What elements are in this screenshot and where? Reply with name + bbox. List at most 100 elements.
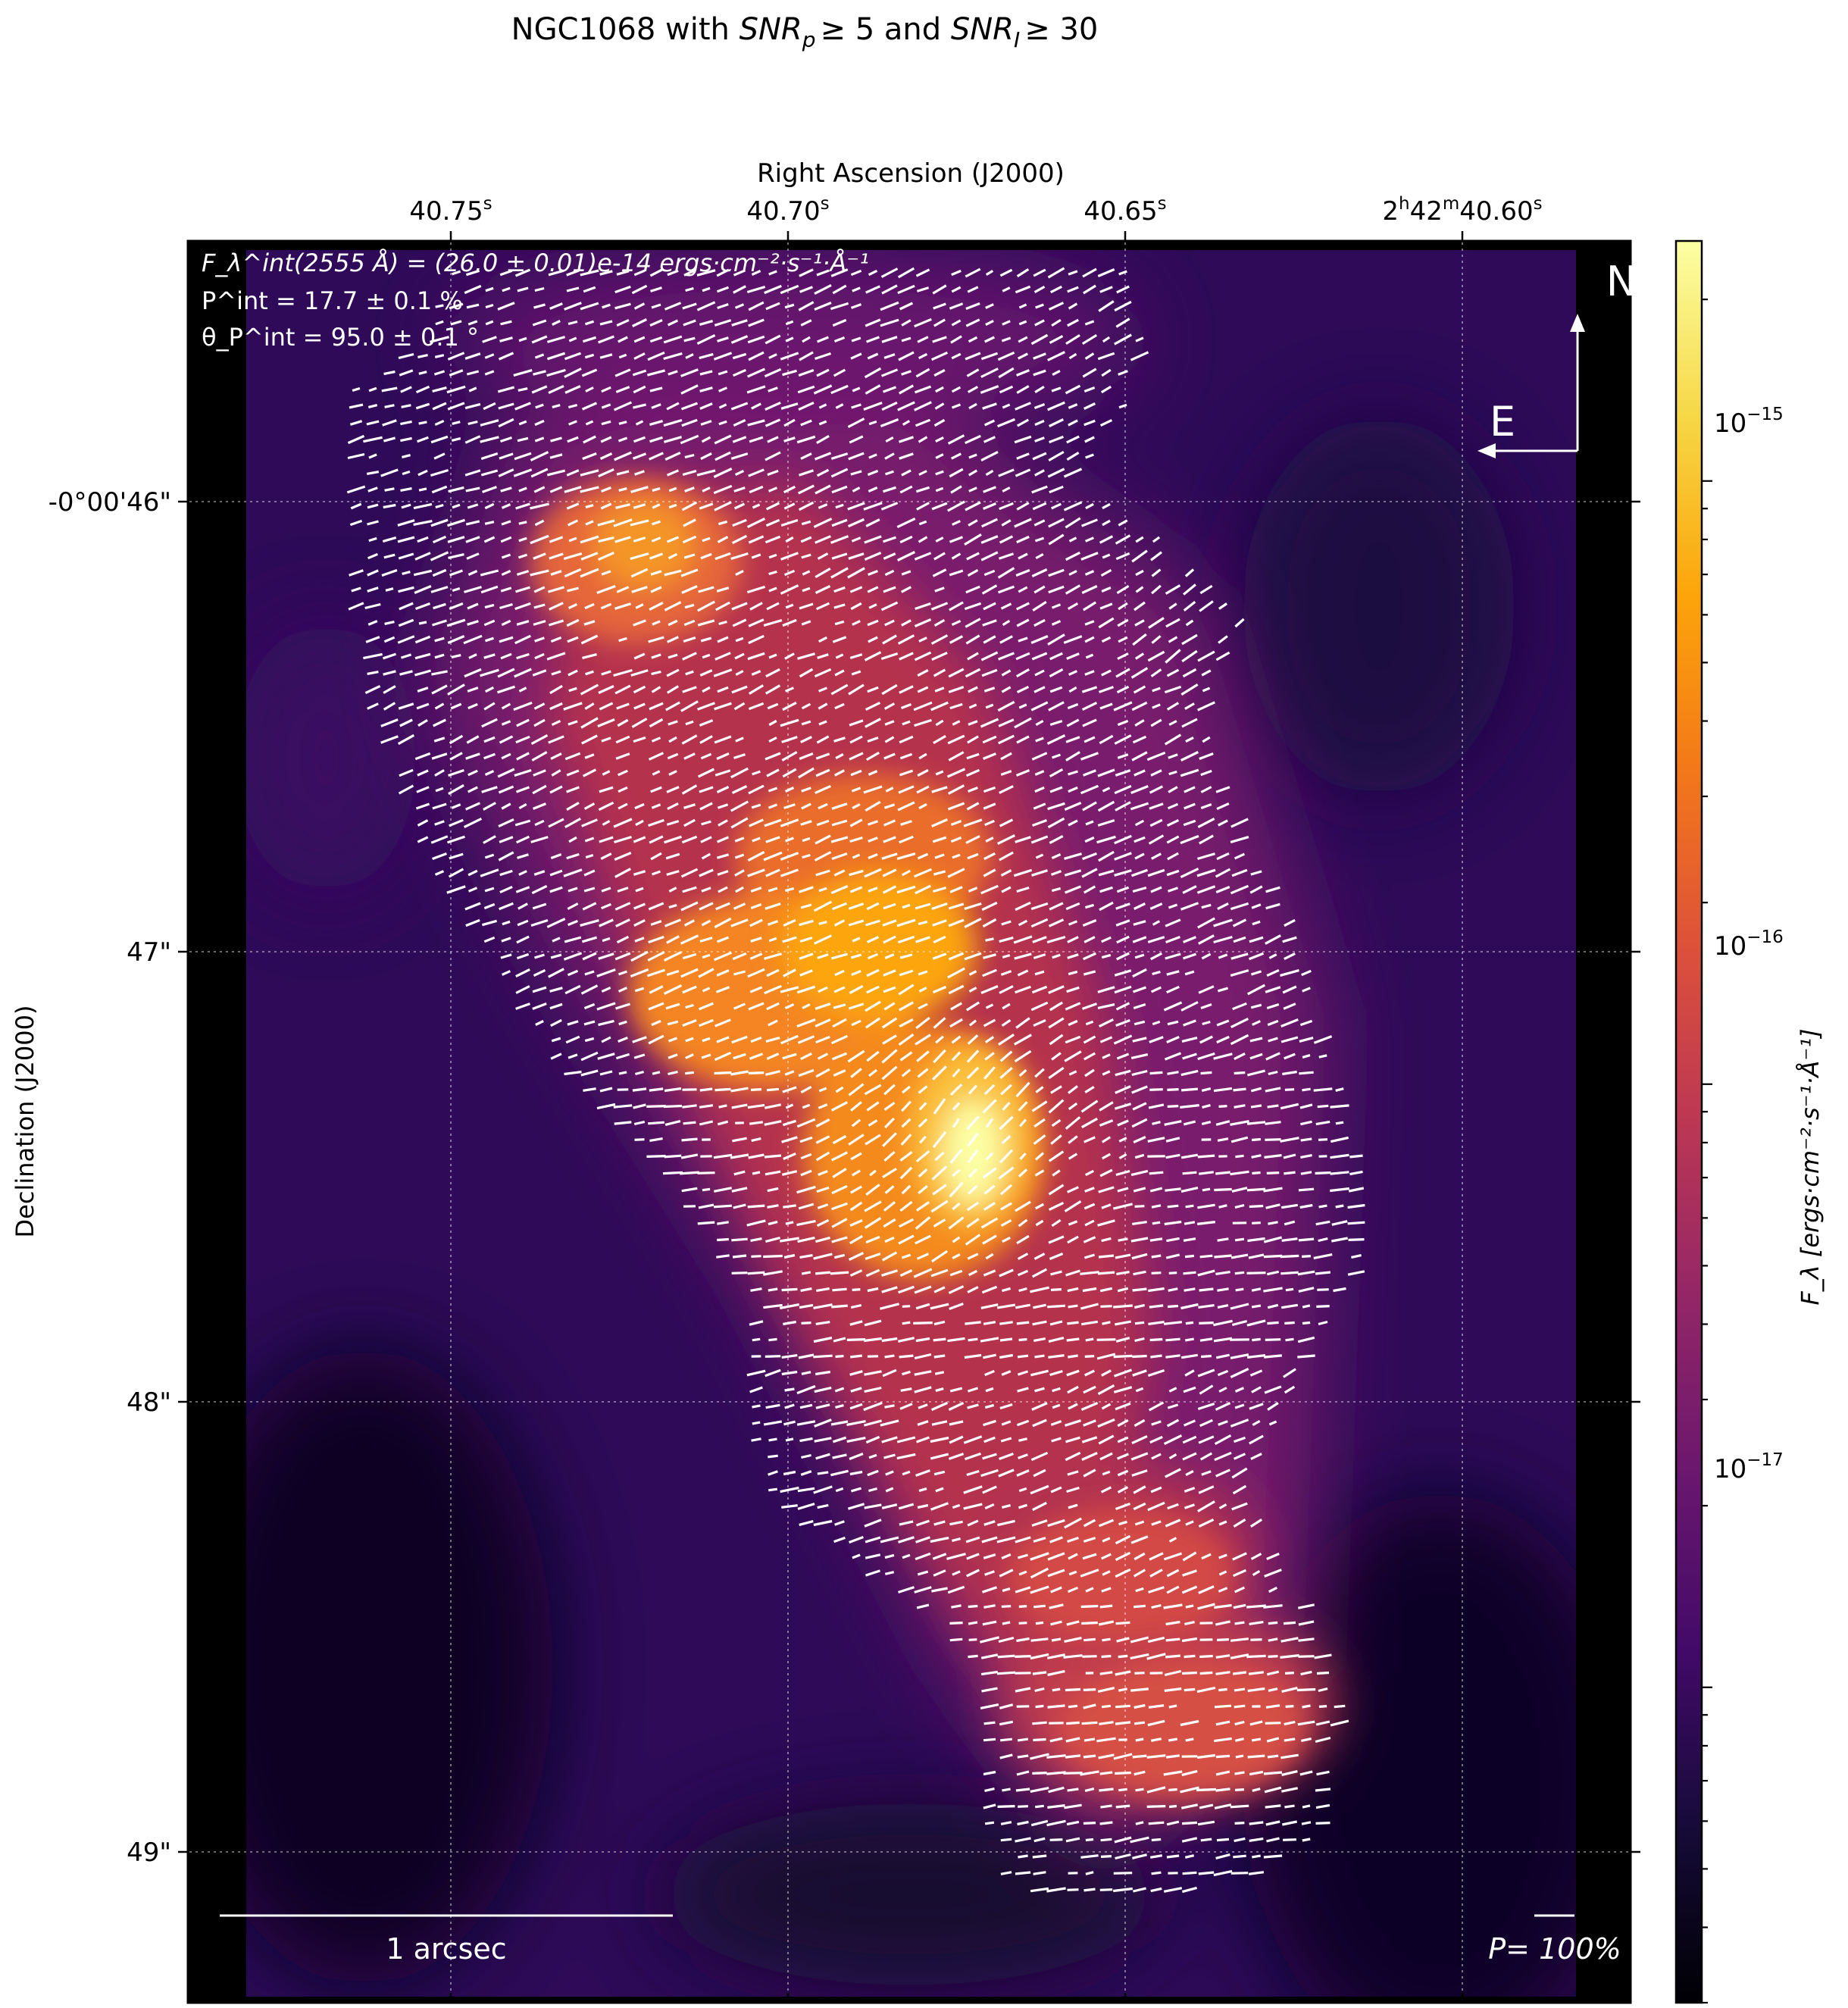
polarization-vector bbox=[1249, 1052, 1263, 1060]
polarization-vector bbox=[1149, 1304, 1164, 1309]
polarization-vector bbox=[914, 317, 932, 328]
polarization-vector bbox=[1300, 1737, 1312, 1742]
polarization-vector bbox=[1280, 1271, 1299, 1275]
polarization-vector bbox=[801, 702, 811, 710]
polarization-vector bbox=[1214, 1451, 1232, 1462]
polarization-vector bbox=[1180, 751, 1199, 762]
polarization-vector bbox=[1049, 902, 1064, 911]
polarization-vector bbox=[833, 603, 846, 609]
polarization-vector bbox=[1280, 1637, 1299, 1643]
polarization-vector bbox=[984, 1787, 995, 1792]
polarization-vector bbox=[834, 669, 845, 677]
polarization-vector bbox=[963, 1435, 983, 1444]
polarization-vector bbox=[918, 1487, 927, 1492]
polarization-vector bbox=[1149, 1237, 1163, 1242]
polarization-vector bbox=[1133, 1136, 1146, 1143]
polarization-vector bbox=[1030, 1369, 1049, 1377]
polarization-vector bbox=[965, 302, 980, 310]
polarization-vector bbox=[649, 718, 664, 728]
polarization-vector bbox=[1234, 1403, 1245, 1409]
polarization-vector bbox=[735, 569, 744, 577]
north-arrow-icon bbox=[1570, 314, 1585, 332]
polarization-vector bbox=[666, 402, 680, 411]
polarization-vector bbox=[868, 1119, 878, 1127]
polarization-vector bbox=[1249, 1519, 1263, 1528]
polarization-vector bbox=[600, 852, 612, 860]
polarization-vector bbox=[1132, 968, 1147, 978]
polarization-vector bbox=[1302, 1304, 1311, 1309]
polarization-vector bbox=[1283, 1368, 1296, 1378]
polarization-vector bbox=[685, 286, 694, 292]
polarization-vector bbox=[964, 602, 982, 611]
polarization-vector bbox=[949, 1387, 963, 1393]
polarization-vector bbox=[1047, 267, 1065, 279]
polarization-vector bbox=[1134, 1721, 1146, 1725]
polarization-vector bbox=[1180, 1087, 1199, 1092]
polarization-vector bbox=[1231, 1319, 1248, 1327]
polarization-vector bbox=[1081, 518, 1098, 527]
polarization-vector bbox=[1199, 600, 1214, 612]
polarization-vector bbox=[685, 1037, 694, 1043]
polarization-vector bbox=[932, 1065, 947, 1081]
polarization-vector bbox=[1266, 968, 1280, 977]
polarization-vector bbox=[799, 602, 814, 610]
polarization-vector bbox=[783, 485, 796, 494]
polarization-vector bbox=[930, 1268, 949, 1278]
polarization-vector bbox=[651, 870, 661, 876]
polarization-vector bbox=[1097, 768, 1115, 777]
polarization-vector bbox=[983, 687, 996, 693]
polarization-vector bbox=[1096, 1737, 1116, 1743]
polarization-vector bbox=[1268, 1420, 1277, 1426]
polarization-vector bbox=[968, 1168, 977, 1178]
polarization-vector bbox=[1215, 1402, 1231, 1411]
polarization-vector bbox=[1235, 1287, 1244, 1292]
polarization-vector bbox=[748, 1071, 765, 1074]
polarization-vector bbox=[980, 718, 999, 728]
polarization-vector bbox=[1016, 1321, 1030, 1325]
polarization-vector bbox=[865, 1553, 881, 1559]
polarization-vector bbox=[850, 269, 862, 277]
polarization-vector bbox=[1202, 1104, 1211, 1109]
polarization-vector bbox=[582, 653, 597, 659]
polarization-vector bbox=[832, 902, 847, 911]
polarization-vector bbox=[930, 1436, 949, 1443]
polarization-vector bbox=[1116, 1637, 1130, 1643]
polarization-vector bbox=[880, 1419, 899, 1427]
polarization-vector bbox=[866, 1101, 880, 1112]
polarization-vector bbox=[1030, 1567, 1049, 1579]
polarization-vector bbox=[832, 318, 847, 327]
polarization-vector bbox=[1030, 835, 1049, 844]
polarization-vector bbox=[1166, 1820, 1180, 1826]
polarization-vector bbox=[983, 1018, 996, 1027]
polarization-vector bbox=[1135, 536, 1144, 543]
polarization-vector bbox=[1167, 1105, 1179, 1108]
polarization-vector bbox=[818, 1103, 828, 1109]
polarization-vector bbox=[896, 918, 916, 927]
polarization-vector bbox=[864, 1503, 882, 1509]
polarization-vector bbox=[1050, 1134, 1062, 1145]
polarization-vector bbox=[552, 937, 561, 943]
polarization-vector bbox=[1046, 734, 1066, 745]
polarization-vector bbox=[1348, 1187, 1365, 1193]
polarization-vector bbox=[533, 718, 546, 727]
polarization-vector bbox=[1033, 953, 1046, 959]
polarization-vector bbox=[613, 401, 633, 411]
polarization-vector bbox=[1184, 1287, 1196, 1292]
polarization-vector bbox=[1015, 285, 1031, 294]
polarization-vector bbox=[500, 652, 512, 660]
polarization-vector bbox=[1048, 1354, 1065, 1359]
polarization-vector bbox=[1284, 1737, 1296, 1742]
polarization-vector bbox=[1199, 1254, 1213, 1259]
polarization-vector bbox=[747, 335, 765, 344]
polarization-vector bbox=[1197, 1203, 1215, 1209]
polarization-vector bbox=[1249, 1403, 1264, 1410]
polarization-vector bbox=[1033, 802, 1046, 810]
polarization-vector bbox=[1099, 1452, 1113, 1461]
polarization-vector bbox=[1018, 1287, 1027, 1293]
polarization-vector bbox=[1180, 1187, 1199, 1193]
polarization-vector bbox=[896, 1453, 916, 1460]
polarization-vector bbox=[1167, 1204, 1179, 1209]
polarization-vector bbox=[1002, 1787, 1011, 1792]
polarization-vector bbox=[780, 1303, 799, 1309]
polarization-vector bbox=[450, 702, 462, 710]
